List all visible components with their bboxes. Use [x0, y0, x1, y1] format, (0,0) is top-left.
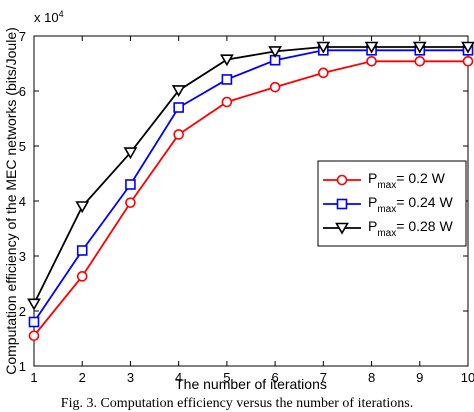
- data-point-triangle: [364, 41, 379, 54]
- series-line: [33, 60, 468, 337]
- x-tick-label: 7: [320, 370, 327, 385]
- x-tick-label: 9: [416, 370, 423, 385]
- y-tick-label: 1: [19, 359, 26, 374]
- legend-label: Pmax= 0.28 W: [368, 218, 453, 239]
- series-line: [33, 46, 468, 305]
- x-tick-label: 10: [461, 370, 474, 385]
- y-tick-label: 6: [19, 84, 26, 99]
- x-tick-label: 2: [79, 370, 86, 385]
- data-point-square: [173, 102, 184, 113]
- y-tick-label: 2: [19, 304, 26, 319]
- data-point-triangle: [220, 54, 234, 67]
- legend-label: Pmax= 0.24 W: [368, 194, 453, 215]
- x-tick-label: 3: [127, 370, 134, 385]
- x-tick-label: 5: [223, 370, 230, 385]
- data-point-circle: [125, 197, 136, 208]
- series-layer: [27, 41, 474, 342]
- data-point-triangle: [123, 147, 138, 160]
- data-point-circle: [28, 330, 40, 342]
- data-point-triangle: [461, 41, 474, 54]
- data-point-circle: [318, 67, 329, 79]
- legend-entry: Pmax= 0.2 W: [323, 170, 446, 191]
- x-tick-label: 8: [368, 370, 375, 385]
- x-tick-label: 6: [271, 370, 278, 385]
- figure-caption: Fig. 3. Computation efficiency versus th…: [60, 396, 414, 411]
- data-point-triangle: [75, 201, 90, 214]
- x-tick-label: 1: [30, 370, 37, 385]
- tick-layer: 1 2 3 4 5 6 7 8 9 10 1 2 3 4 5 6 7: [19, 29, 474, 385]
- data-point-triangle: [335, 222, 349, 235]
- data-point-triangle: [171, 85, 186, 98]
- data-point-circle: [173, 129, 184, 140]
- data-point-triangle: [268, 46, 282, 58]
- data-point-circle: [366, 55, 377, 67]
- data-point-circle: [269, 81, 281, 93]
- data-point-square: [336, 198, 348, 210]
- data-point-circle: [336, 174, 348, 186]
- data-point-circle: [221, 96, 233, 108]
- data-point-square: [76, 245, 88, 256]
- x-tick-label: 4: [175, 370, 182, 385]
- y-tick-label: 7: [19, 29, 26, 44]
- data-point-triangle: [412, 41, 427, 54]
- series-line: [33, 49, 468, 323]
- data-point-circle: [76, 271, 88, 282]
- x-axis-label: The number of iterations: [175, 376, 327, 392]
- y-scale-exponent: 4: [59, 9, 64, 19]
- y-tick-label: 4: [19, 194, 26, 209]
- data-point-square: [221, 74, 233, 85]
- data-point-circle: [414, 55, 426, 67]
- legend: Pmax= 0.2 W Pmax= 0.24 W Pmax= 0.28 W: [317, 160, 467, 247]
- series-3: [27, 41, 474, 311]
- data-point-square: [125, 179, 136, 190]
- data-point-triangle: [27, 298, 41, 311]
- data-point-square: [28, 316, 40, 328]
- data-point-circle: [462, 55, 474, 67]
- data-point-triangle: [316, 41, 331, 54]
- y-tick-label: 3: [19, 249, 26, 264]
- y-axis-label: Computation efficiency of the MEC networ…: [3, 27, 19, 375]
- series-1: [28, 55, 474, 342]
- legend-entry: Pmax= 0.24 W: [323, 194, 453, 215]
- y-scale-note: x 104: [34, 9, 64, 25]
- legend-label: Pmax= 0.2 W: [368, 170, 446, 191]
- y-tick-label: 5: [19, 139, 26, 154]
- legend-entry: Pmax= 0.28 W: [323, 218, 453, 239]
